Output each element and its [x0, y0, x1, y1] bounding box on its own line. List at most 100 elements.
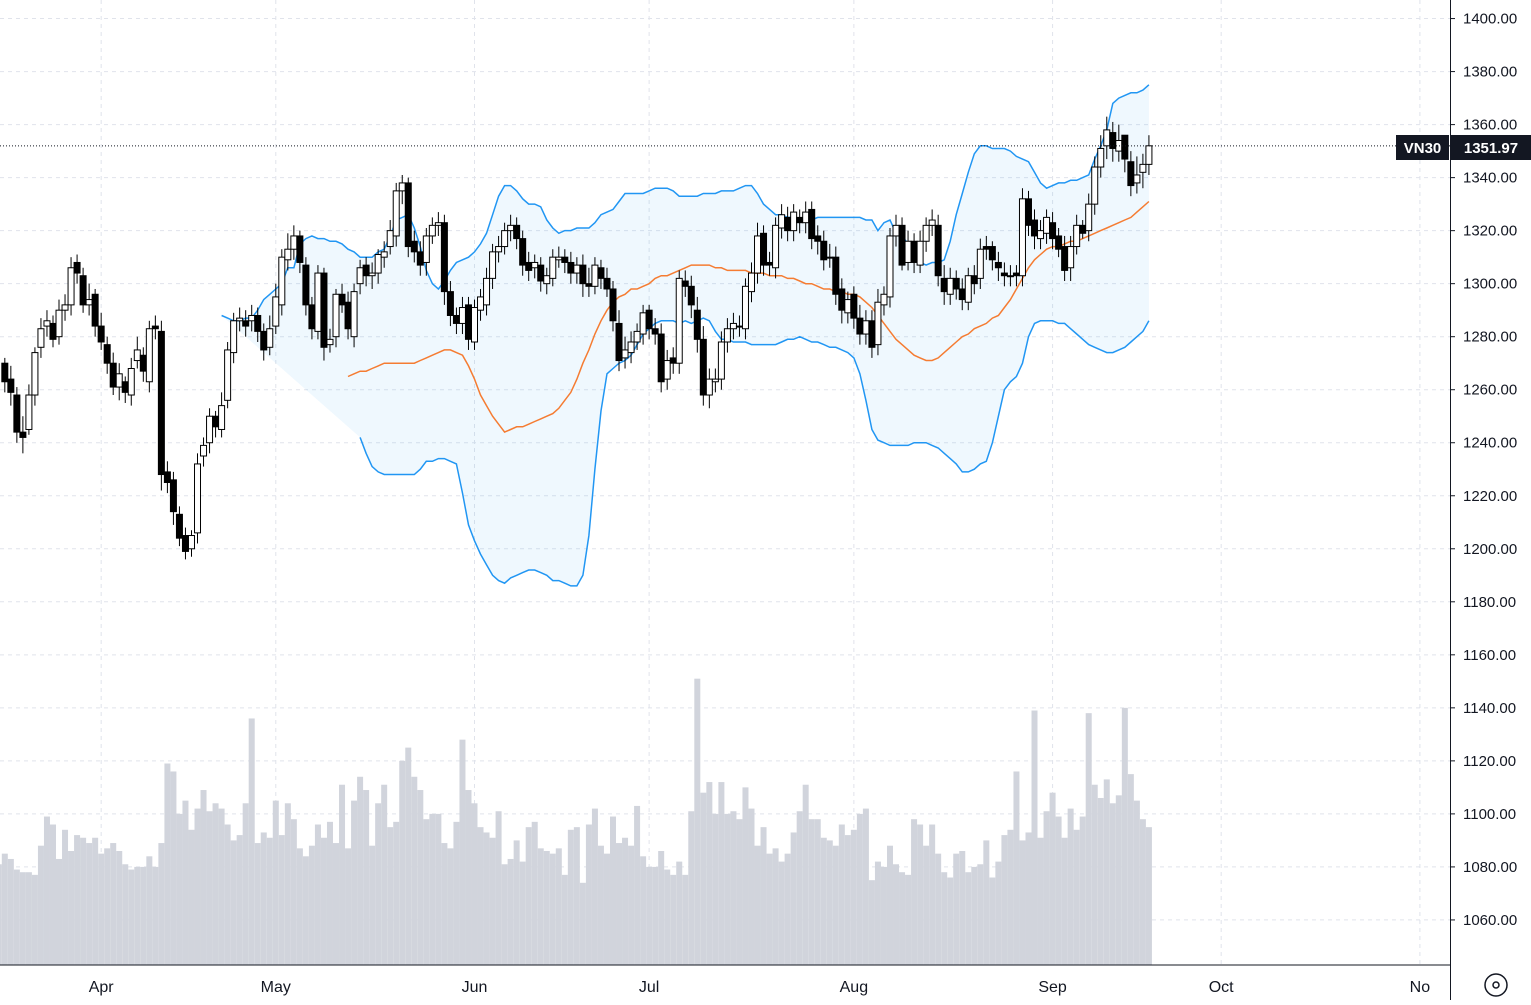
candle-up — [717, 331, 725, 390]
volume-bar — [176, 813, 183, 965]
volume-bar — [923, 845, 930, 965]
candle-down — [994, 251, 1002, 282]
candle-body — [320, 272, 328, 348]
candle-body — [609, 288, 617, 322]
time-axis-background — [0, 965, 1531, 1000]
y-tick-label: 1400.00 — [1463, 11, 1517, 28]
candle-body — [579, 264, 587, 285]
price-axis[interactable]: 1400.00 1380.00 1360.00 1340.00 1320.00 1300.… — [1450, 11, 1517, 929]
candle-body — [808, 208, 816, 240]
volume-bar — [447, 848, 454, 965]
candle-down — [13, 387, 21, 443]
candle-down — [1049, 212, 1057, 250]
candle-body — [296, 235, 304, 263]
volume-bar — [929, 824, 936, 965]
volume-bar — [290, 819, 297, 965]
candle-body — [880, 293, 888, 306]
candle-down — [657, 323, 665, 393]
volume-bar — [0, 864, 2, 965]
candle-up — [218, 392, 226, 438]
candle-up — [964, 267, 972, 311]
candle-body — [55, 309, 63, 338]
volume-bar — [411, 776, 418, 965]
candle-body — [272, 296, 280, 327]
x-tick-label: Aug — [840, 979, 868, 996]
candle-up — [1145, 135, 1153, 175]
candle-down — [254, 307, 262, 342]
candle-body — [169, 479, 177, 513]
candle-body — [820, 240, 828, 261]
volume-bar — [706, 782, 713, 965]
candle-up — [886, 227, 894, 308]
candle-body — [1103, 129, 1111, 147]
volume-bar — [676, 861, 683, 965]
candle-body — [1061, 246, 1069, 271]
candle-down — [404, 177, 412, 258]
time-axis[interactable]: Apr May Jun Jul Aug Sep Oct No — [89, 979, 1431, 996]
candle-up — [145, 320, 153, 393]
candle-down — [410, 230, 418, 263]
candle-body — [1079, 224, 1087, 234]
x-tick-label: Oct — [1209, 979, 1234, 996]
candle-body — [458, 307, 466, 324]
candle-body — [922, 224, 930, 242]
volume-bar — [917, 824, 924, 965]
y-tick-label: 1100.00 — [1463, 806, 1516, 823]
volume-bar — [634, 805, 641, 965]
candle-body — [976, 248, 984, 279]
candle-up — [206, 408, 214, 454]
volume-bar — [1061, 837, 1068, 965]
candle-up — [471, 299, 479, 350]
volume-bar — [652, 866, 659, 965]
volume-bar — [314, 824, 321, 965]
volume-bar — [128, 869, 135, 965]
candle-body — [555, 256, 563, 261]
candle-up — [663, 349, 671, 390]
volume-bar — [80, 837, 87, 965]
candle-body — [43, 320, 51, 327]
candle-body — [603, 277, 611, 290]
candle-body — [970, 275, 978, 285]
volume-bar — [230, 840, 237, 965]
volume-bar — [1019, 840, 1026, 965]
y-tick-label: 1320.00 — [1463, 223, 1517, 240]
candle-body — [314, 272, 322, 332]
volume-bar — [1115, 795, 1122, 965]
volume-bar — [730, 811, 737, 965]
candle-body — [910, 240, 918, 263]
candle-body — [1037, 230, 1045, 240]
volume-bar — [947, 877, 954, 965]
candle-body — [212, 415, 220, 428]
candle-body — [91, 293, 99, 327]
candle-up — [278, 249, 286, 316]
candle-body — [1055, 235, 1063, 250]
candle-body — [398, 182, 406, 192]
volume-bar — [1007, 829, 1014, 965]
candle-down — [519, 230, 527, 276]
volume-bar — [694, 678, 701, 965]
candle-body — [549, 256, 557, 279]
volume-bar — [748, 808, 755, 965]
candle-body — [85, 299, 93, 306]
volume-bar — [826, 840, 833, 965]
volume-bar — [850, 829, 857, 965]
chart-settings-button[interactable] — [1484, 973, 1508, 997]
y-tick-label: 1080.00 — [1463, 859, 1517, 876]
candle-up — [1037, 220, 1045, 250]
candle-body — [615, 322, 623, 362]
candle-body — [109, 362, 117, 388]
candle-body — [483, 277, 491, 306]
candle-down — [338, 283, 346, 313]
candle-up — [549, 249, 557, 287]
y-tick-label: 1180.00 — [1463, 594, 1516, 611]
candle-body — [760, 232, 768, 266]
candle-body — [338, 293, 346, 306]
candle-body — [49, 322, 57, 340]
volume-bar — [742, 787, 749, 965]
candle-up — [284, 233, 292, 271]
volume-bars — [0, 678, 1152, 965]
candle-body — [1145, 145, 1153, 165]
x-tick-label: May — [261, 979, 291, 996]
candle-body — [254, 314, 262, 332]
